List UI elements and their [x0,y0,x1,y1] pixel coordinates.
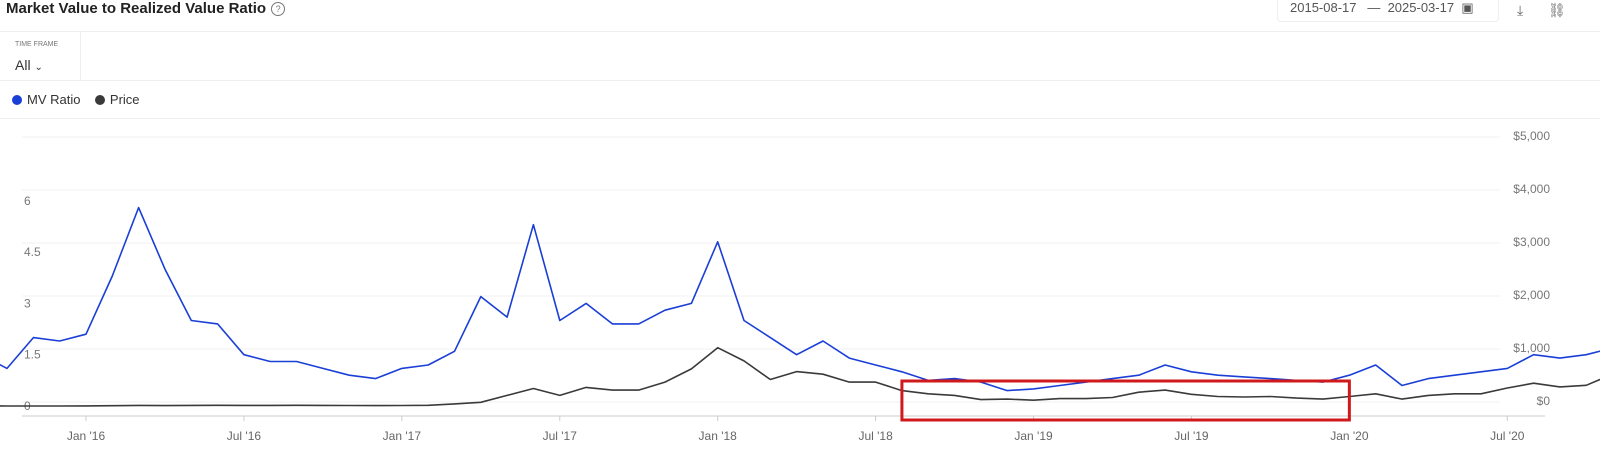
legend-label: MV Ratio [27,92,81,107]
y-right-tick-label: $2,000 [1513,288,1550,302]
legend-item-price[interactable]: Price [94,92,140,107]
x-tick-label: Jan '16 [67,429,106,443]
date-start: 2015-08-17 [1290,0,1357,15]
x-tick-label: Jul '18 [858,429,893,443]
x-tick-label: Jul '20 [1490,429,1525,443]
chevron-down-icon: ⌄ [34,62,43,73]
y-left-tick-label: 1.5 [24,348,41,362]
divider [0,80,1600,81]
y-right-tick-label: $3,000 [1513,235,1550,249]
title-text: Market Value to Realized Value Ratio [6,0,267,17]
price-line [0,346,1600,407]
y-right-tick-label: $4,000 [1513,182,1550,196]
calendar-icon[interactable]: ▣ [1461,0,1474,15]
legend-label: Price [109,92,140,107]
y-right-tick-label: $5,000 [1513,129,1550,143]
x-tick-label: Jan '17 [383,429,422,443]
date-separator: — [1367,0,1381,15]
y-right-tick-label: $1,000 [1513,341,1550,355]
y-left-tick-label: 6 [24,194,31,208]
download-icon[interactable]: ⤓ [1517,2,1524,18]
x-tick-label: Jul '19 [1174,429,1209,443]
legend-item-mv-ratio[interactable]: MV Ratio [12,92,80,107]
x-tick-label: Jul '17 [543,429,578,443]
divider [0,31,1600,32]
y-right-tick-label: $0 [1537,394,1551,408]
x-tick-label: Jan '18 [699,429,738,443]
dot-icon [12,95,22,105]
timeframe-label: TIME FRAME [15,41,59,48]
date-range-picker[interactable]: 2015-08-17 — 2025-03-17 ▣ [1277,0,1499,22]
mv-ratio-line [0,206,1600,392]
date-end: 2025-03-17 [1387,0,1455,15]
y-left-tick-label: 4.5 [24,245,41,259]
timeframe-selector[interactable]: TIME FRAME All ⌄ [0,32,81,80]
x-tick-label: Jul '16 [227,429,262,443]
dot-icon [94,95,105,105]
timeframe-dropdown[interactable]: All ⌄ [15,57,43,73]
link-icon[interactable]: ⛓ [1548,2,1566,18]
x-tick-label: Jan '19 [1014,429,1053,443]
divider [0,118,1600,119]
y-left-tick-label: 3 [24,296,31,310]
page-title: Market Value to Realized Value Ratio? [6,0,286,17]
x-tick-label: Jan '20 [1330,429,1369,443]
question-circle-icon[interactable]: ? [271,2,286,16]
legend: MV Ratio Price [12,92,140,107]
highlight-box [900,379,1351,422]
timeframe-value: All [15,57,31,73]
